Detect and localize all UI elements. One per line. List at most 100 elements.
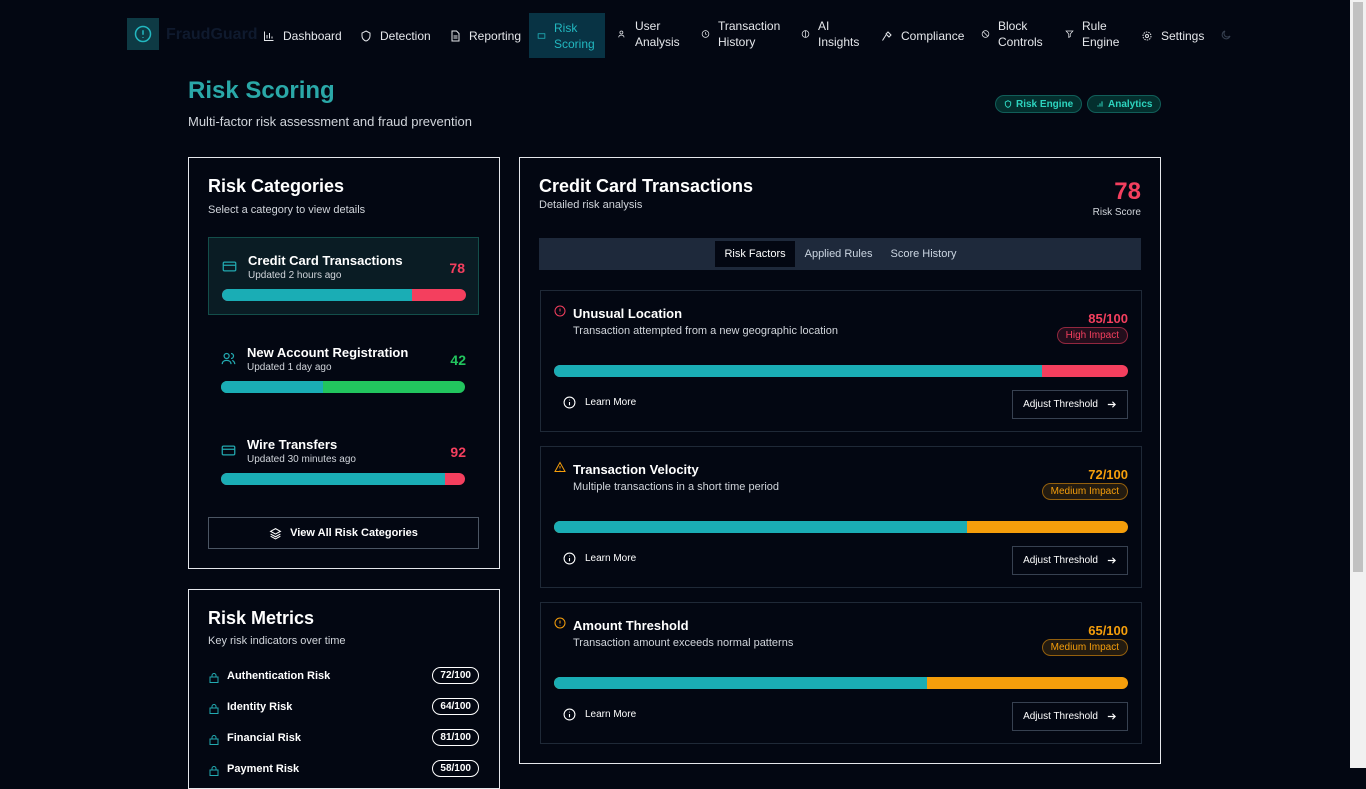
impact-badge: Medium Impact	[1041, 483, 1128, 500]
tab-bar: Risk Factors Applied Rules Score History	[539, 238, 1141, 270]
factor-card: Amount Threshold Transaction amount excee…	[540, 602, 1142, 744]
nav-item[interactable]: User Analysis	[618, 18, 685, 50]
arrow-icon	[1106, 555, 1117, 566]
category-score: 92	[450, 444, 466, 460]
card-subtitle: Key risk indicators over time	[208, 635, 346, 647]
logo[interactable]	[127, 18, 159, 50]
detail-subtitle: Detailed risk analysis	[539, 199, 643, 211]
nav-label: Compliance	[901, 29, 965, 43]
page-subtitle: Multi-factor risk assessment and fraud p…	[188, 114, 472, 129]
learn-more[interactable]: Learn More	[563, 396, 636, 409]
factor-description: Multiple transactions in a short time pe…	[573, 481, 780, 493]
factor-title: Transaction Velocity	[573, 462, 699, 477]
metric-icon	[208, 671, 220, 689]
nav-item[interactable]: Rule Engine	[1065, 18, 1122, 50]
progress-fill	[554, 521, 968, 533]
nav-label: Settings	[1161, 29, 1205, 43]
nav-item[interactable]: Block Controls	[981, 18, 1046, 50]
progress-bar	[554, 521, 1128, 533]
nav-label: Dashboard	[283, 29, 342, 43]
card-title: Risk Categories	[208, 176, 345, 196]
progress-bar	[221, 381, 465, 393]
category-icon	[221, 351, 236, 371]
category-name: Credit Card Transactions	[248, 253, 403, 268]
nav-label: Reporting	[469, 29, 522, 43]
category-icon	[221, 443, 236, 463]
nav-item[interactable]: Transaction History	[701, 18, 788, 50]
category-item[interactable]: New Account Registration Updated 1 day ag…	[208, 330, 479, 408]
badge-label: Analytics	[1108, 98, 1153, 110]
nav-item[interactable]: Reporting	[449, 28, 521, 44]
adjust-button[interactable]: Adjust Threshold	[1012, 546, 1128, 575]
progress-fill	[221, 381, 324, 393]
detail-title: Credit Card Transactions	[539, 176, 754, 196]
progress-bar	[554, 677, 1128, 689]
nav-item[interactable]: AI Insights	[801, 18, 859, 50]
factor-score: 72/100	[1088, 467, 1128, 482]
adjust-button[interactable]: Adjust Threshold	[1012, 390, 1128, 419]
badge: Analytics	[1087, 95, 1162, 113]
detail-card: Credit Card Transactions Detailed risk a…	[519, 157, 1161, 764]
learn-more-label: Learn More	[585, 709, 637, 720]
category-score: 42	[450, 352, 466, 368]
progress-fill	[222, 289, 413, 301]
risk-score: 78	[1114, 178, 1141, 205]
progress-bar	[222, 289, 466, 301]
learn-more[interactable]: Learn More	[563, 708, 636, 721]
category-updated: Updated 1 day ago	[247, 362, 332, 373]
tab[interactable]: Score History	[890, 248, 957, 260]
nav-item[interactable]: Compliance	[881, 28, 964, 44]
adjust-button[interactable]: Adjust Threshold	[1012, 702, 1128, 731]
progress-fill	[554, 365, 1042, 377]
metric-badge: 72/100	[432, 667, 479, 684]
factor-description: Transaction amount exceeds normal patter…	[573, 637, 794, 649]
metric-name: Payment Risk	[227, 763, 300, 775]
brand: FraudGuard	[166, 26, 258, 43]
learn-more[interactable]: Learn More	[563, 552, 636, 565]
factor-card: Unusual Location Transaction attempted fr…	[540, 290, 1142, 432]
factor-title: Amount Threshold	[573, 618, 689, 633]
metric-badge: 64/100	[432, 698, 479, 715]
tab[interactable]: Risk Factors	[715, 241, 795, 267]
category-item[interactable]: Wire Transfers Updated 30 minutes ago 92	[208, 422, 479, 500]
nav-item[interactable]: Detection	[360, 28, 431, 44]
category-updated: Updated 30 minutes ago	[247, 454, 356, 465]
factor-icon	[554, 460, 566, 478]
nav-label: Block Controls	[998, 19, 1043, 49]
category-updated: Updated 2 hours ago	[248, 270, 342, 281]
progress-fill	[554, 677, 928, 689]
view-all-button[interactable]: View All Risk Categories	[208, 517, 479, 549]
progress-fill	[221, 473, 446, 485]
factor-score: 65/100	[1088, 623, 1128, 638]
factor-description: Transaction attempted from a new geograp…	[573, 325, 838, 337]
progress-bar	[554, 365, 1128, 377]
category-name: New Account Registration	[247, 345, 409, 360]
nav-label: Risk Scoring	[554, 20, 595, 51]
risk-score-caption: Risk Score	[1092, 207, 1141, 218]
metric-icon	[208, 733, 220, 751]
nav-label: Rule Engine	[1082, 19, 1120, 49]
category-item[interactable]: Credit Card Transactions Updated 2 hours …	[208, 237, 479, 315]
metric-badge: 58/100	[432, 760, 479, 777]
scrollbar	[1350, 0, 1366, 768]
tab[interactable]: Applied Rules	[804, 248, 873, 260]
theme-toggle[interactable]	[1220, 28, 1232, 46]
nav-label: Detection	[380, 29, 431, 43]
category-name: Wire Transfers	[247, 437, 338, 452]
factor-card: Transaction Velocity Multiple transaction…	[540, 446, 1142, 588]
adjust-label: Adjust Threshold	[1023, 555, 1098, 566]
category-icon	[222, 259, 237, 279]
badge-label: Risk Engine	[1016, 98, 1074, 110]
metric-name: Identity Risk	[227, 701, 293, 713]
nav-item[interactable]: Risk Scoring	[529, 13, 605, 58]
page: FraudGuard Dashboard Detection Reporting…	[127, 0, 1366, 789]
metrics-card: Risk Metrics Key risk indicators over ti…	[188, 589, 500, 789]
impact-badge: High Impact	[1056, 327, 1128, 344]
learn-more-label: Learn More	[585, 553, 637, 564]
category-score: 78	[449, 260, 465, 276]
metric-icon	[208, 764, 220, 782]
progress-bar	[221, 473, 465, 485]
nav-item[interactable]: Dashboard	[263, 28, 342, 44]
categories-card: Risk Categories Select a category to vie…	[188, 157, 500, 569]
nav-item[interactable]: Settings	[1141, 28, 1204, 44]
